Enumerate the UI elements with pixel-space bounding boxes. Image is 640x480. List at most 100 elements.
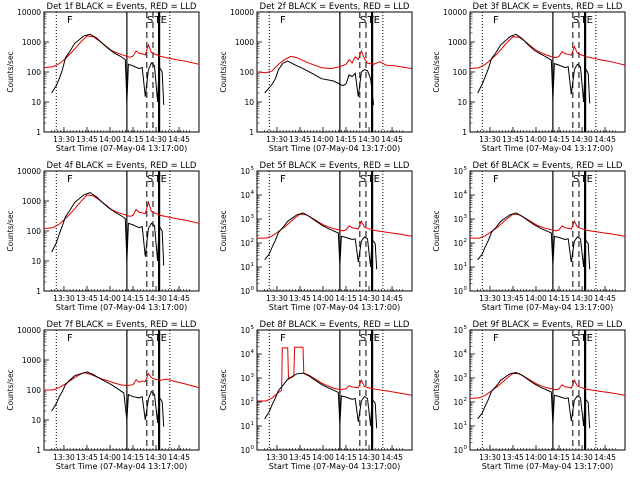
y-tick-label: 1 <box>36 128 41 137</box>
x-tick-label: 14:00 <box>99 294 121 303</box>
x-tick-label: 14:00 <box>312 294 334 303</box>
y-tick-label: 100 <box>453 68 468 77</box>
y-tick-label: 10 <box>453 398 463 407</box>
y-axis-label: Counts/sec <box>432 369 441 410</box>
y-tick-label: 10 <box>453 239 463 248</box>
y-axis-label: Counts/sec <box>432 51 441 92</box>
y-tick-label: 10 <box>240 287 250 296</box>
interval-label: E <box>374 15 380 26</box>
y-tick-label: 10000 <box>443 8 467 17</box>
y-tick-label: 10 <box>240 167 250 176</box>
interval-label: T <box>153 174 161 185</box>
panels-layer: Det 1f BLACK = Events, RED = LLD 13:30 13:… <box>6 2 626 471</box>
y-tick-label: 10 <box>240 398 250 407</box>
interval-label: E <box>161 333 167 344</box>
y-tick-label: 1 <box>249 128 254 137</box>
interval-label: S <box>147 174 153 185</box>
interval-label: E <box>161 15 167 26</box>
y-tick-label: 100 <box>27 386 42 395</box>
y-tick-label: 1000 <box>448 38 467 47</box>
lld-series-line <box>469 36 626 70</box>
interval-label: T <box>153 333 161 344</box>
interval-label: F <box>67 333 73 344</box>
y-tick-label: 1 <box>36 287 41 296</box>
lld-series-line <box>43 35 200 69</box>
interval-label: S <box>573 333 579 344</box>
y-tick-label: 10 <box>453 422 463 431</box>
x-axis-label: Start Time (07-May-04 13:17:00) <box>56 462 187 471</box>
y-tick-exponent: 4 <box>251 190 255 196</box>
interval-label: T <box>366 174 374 185</box>
x-tick-label: 13:30 <box>53 135 75 144</box>
interval-label: F <box>280 174 286 185</box>
events-series-line <box>51 33 165 105</box>
interval-label: E <box>374 333 380 344</box>
x-tick-label: 13:30 <box>266 294 288 303</box>
x-tick-label: 14:30 <box>145 135 167 144</box>
x-tick-label: 14:00 <box>525 453 547 462</box>
x-tick-label: 14:15 <box>335 294 357 303</box>
y-tick-exponent: 5 <box>464 325 468 331</box>
y-tick-label: 1000 <box>22 197 41 206</box>
x-tick-label: 14:00 <box>525 294 547 303</box>
interval-label: T <box>579 174 587 185</box>
events-series-line <box>51 371 165 427</box>
y-tick-label: 10 <box>453 446 463 455</box>
y-tick-exponent: 1 <box>251 421 255 427</box>
interval-label: F <box>280 15 286 26</box>
y-tick-label: 10 <box>453 263 463 272</box>
y-tick-exponent: 0 <box>251 286 255 292</box>
x-tick-label: 14:00 <box>99 453 121 462</box>
y-axis-label: Counts/sec <box>6 369 15 410</box>
panel-title: Det 1f BLACK = Events, RED = LLD <box>47 2 197 12</box>
panel-title: Det 7f BLACK = Events, RED = LLD <box>47 320 197 330</box>
lld-series-line <box>257 346 413 402</box>
y-tick-exponent: 3 <box>251 214 255 220</box>
interval-label: E <box>587 174 593 185</box>
y-tick-exponent: 3 <box>464 373 468 379</box>
y-tick-label: 100 <box>27 68 42 77</box>
interval-label: F <box>280 333 286 344</box>
panel-title: Det 2f BLACK = Events, RED = LLD <box>260 2 410 12</box>
y-tick-label: 10 <box>240 191 250 200</box>
lld-series-line <box>43 194 200 230</box>
plot-frame <box>469 329 626 451</box>
interval-label: S <box>147 333 153 344</box>
y-tick-label: 10 <box>453 167 463 176</box>
y-tick-label: 10 <box>453 191 463 200</box>
detector-panel-8: Det 8f BLACK = Events, RED = LLD 13:30 13:… <box>219 320 413 471</box>
lld-series-line <box>44 372 200 391</box>
x-tick-label: 14:15 <box>335 135 357 144</box>
y-tick-label: 10000 <box>17 167 41 176</box>
x-tick-label: 14:45 <box>594 294 616 303</box>
y-tick-label: 10 <box>240 239 250 248</box>
x-axis-label: Start Time (07-May-04 13:17:00) <box>269 144 400 153</box>
y-tick-exponent: 5 <box>464 166 468 172</box>
y-tick-label: 10000 <box>17 326 41 335</box>
interval-label: T <box>579 333 587 344</box>
panel-title: Det 6f BLACK = Events, RED = LLD <box>473 161 623 171</box>
detector-panel-3: Det 3f BLACK = Events, RED = LLD 13:30 13:… <box>432 2 626 153</box>
x-tick-label: 14:15 <box>122 135 144 144</box>
x-tick-label: 14:30 <box>571 135 593 144</box>
y-tick-label: 1000 <box>235 38 254 47</box>
y-tick-exponent: 5 <box>251 166 255 172</box>
x-tick-label: 13:30 <box>479 453 501 462</box>
x-tick-label: 14:45 <box>381 453 403 462</box>
y-tick-label: 10 <box>453 287 463 296</box>
x-tick-label: 14:45 <box>594 453 616 462</box>
interval-label: S <box>360 333 366 344</box>
y-tick-label: 10 <box>31 98 41 107</box>
plot-frame <box>256 170 413 292</box>
interval-label: T <box>366 333 374 344</box>
detector-panel-7: Det 7f BLACK = Events, RED = LLD 13:30 13:… <box>6 320 200 471</box>
panel-title: Det 8f BLACK = Events, RED = LLD <box>260 320 410 330</box>
x-tick-label: 13:30 <box>266 135 288 144</box>
y-tick-exponent: 2 <box>464 397 468 403</box>
y-tick-label: 10 <box>453 215 463 224</box>
x-tick-label: 14:15 <box>122 294 144 303</box>
x-tick-label: 14:30 <box>358 453 380 462</box>
events-series-line <box>264 372 378 429</box>
y-tick-exponent: 3 <box>464 214 468 220</box>
